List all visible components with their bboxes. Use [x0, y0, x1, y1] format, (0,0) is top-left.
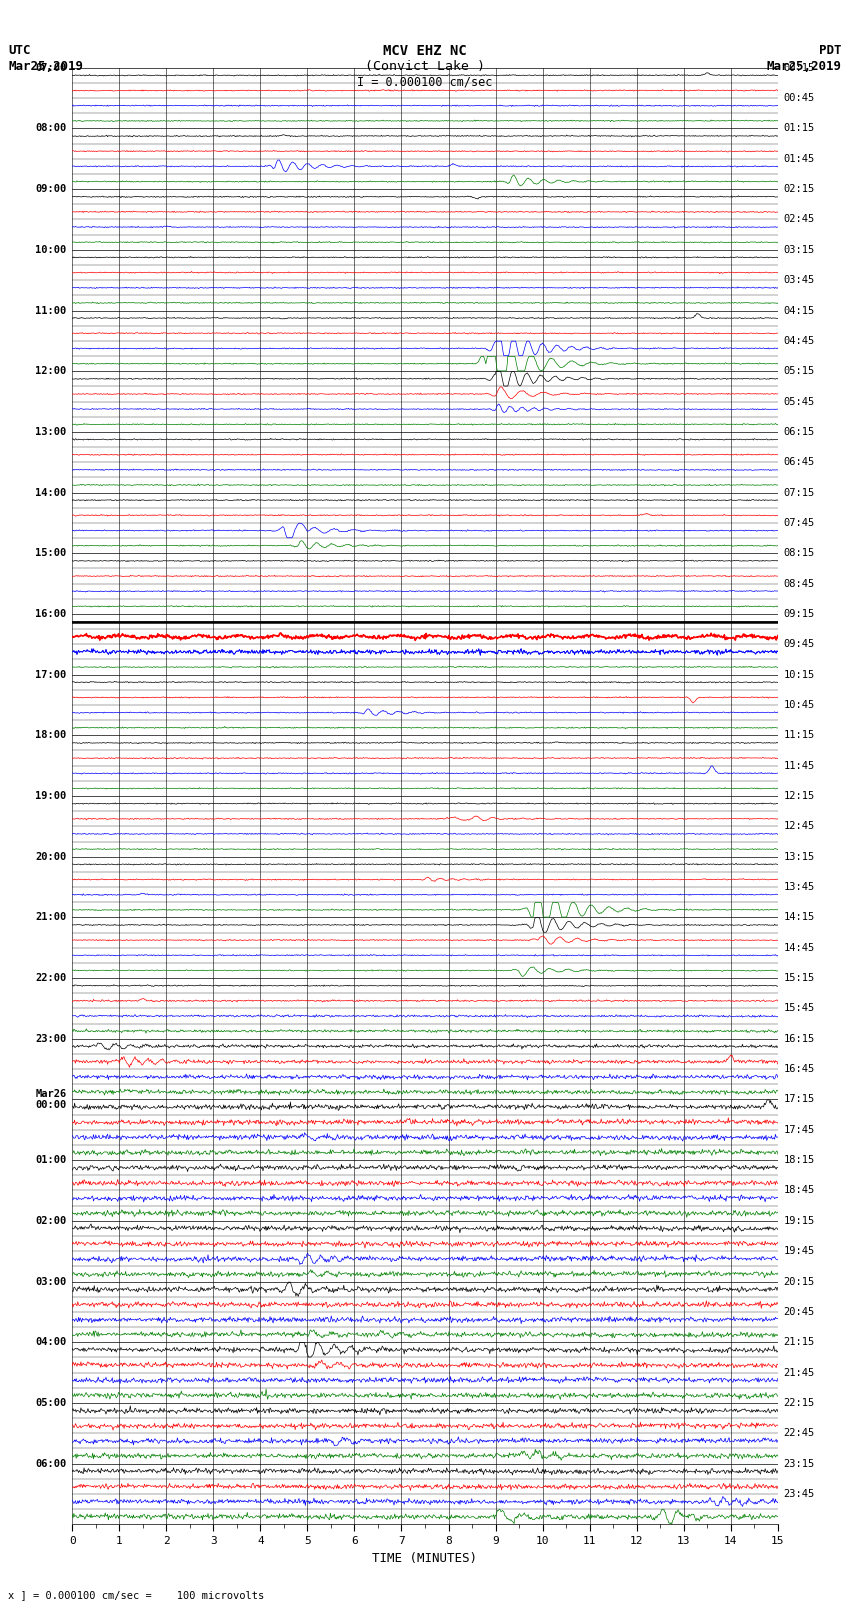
Text: 12:00: 12:00: [36, 366, 66, 376]
Text: 13:45: 13:45: [784, 882, 814, 892]
Text: 22:15: 22:15: [784, 1398, 814, 1408]
Text: 04:00: 04:00: [36, 1337, 66, 1347]
Text: 05:00: 05:00: [36, 1398, 66, 1408]
Text: 12:45: 12:45: [784, 821, 814, 831]
Text: 19:00: 19:00: [36, 790, 66, 802]
Text: Mar25,2019: Mar25,2019: [767, 60, 842, 73]
Text: I = 0.000100 cm/sec: I = 0.000100 cm/sec: [357, 76, 493, 89]
Text: 16:00: 16:00: [36, 610, 66, 619]
Text: UTC: UTC: [8, 44, 31, 56]
Text: Mar26
00:00: Mar26 00:00: [36, 1089, 66, 1110]
Text: x ] = 0.000100 cm/sec =    100 microvolts: x ] = 0.000100 cm/sec = 100 microvolts: [8, 1590, 264, 1600]
Text: 18:15: 18:15: [784, 1155, 814, 1165]
Text: 15:15: 15:15: [784, 973, 814, 982]
Text: 22:45: 22:45: [784, 1428, 814, 1439]
Text: 05:45: 05:45: [784, 397, 814, 406]
Text: 21:15: 21:15: [784, 1337, 814, 1347]
Text: 21:45: 21:45: [784, 1368, 814, 1378]
Text: 08:00: 08:00: [36, 124, 66, 134]
Text: 15:45: 15:45: [784, 1003, 814, 1013]
Text: 17:45: 17:45: [784, 1124, 814, 1136]
Text: 08:45: 08:45: [784, 579, 814, 589]
Text: 23:45: 23:45: [784, 1489, 814, 1498]
Text: 03:15: 03:15: [784, 245, 814, 255]
Text: 04:15: 04:15: [784, 305, 814, 316]
X-axis label: TIME (MINUTES): TIME (MINUTES): [372, 1552, 478, 1565]
Text: 00:45: 00:45: [784, 94, 814, 103]
Text: PDT: PDT: [819, 44, 842, 56]
Text: 06:45: 06:45: [784, 456, 814, 468]
Text: 10:00: 10:00: [36, 245, 66, 255]
Text: 16:45: 16:45: [784, 1065, 814, 1074]
Text: 04:45: 04:45: [784, 336, 814, 345]
Text: 11:45: 11:45: [784, 761, 814, 771]
Text: 01:45: 01:45: [784, 153, 814, 165]
Text: 13:00: 13:00: [36, 427, 66, 437]
Text: 02:15: 02:15: [784, 184, 814, 194]
Text: 02:00: 02:00: [36, 1216, 66, 1226]
Text: 20:15: 20:15: [784, 1276, 814, 1287]
Text: 20:00: 20:00: [36, 852, 66, 861]
Text: 17:00: 17:00: [36, 669, 66, 679]
Text: 06:00: 06:00: [36, 1458, 66, 1468]
Text: 18:45: 18:45: [784, 1186, 814, 1195]
Text: 18:00: 18:00: [36, 731, 66, 740]
Text: 09:15: 09:15: [784, 610, 814, 619]
Text: 09:45: 09:45: [784, 639, 814, 650]
Text: 14:45: 14:45: [784, 942, 814, 953]
Text: 22:00: 22:00: [36, 973, 66, 982]
Text: 09:00: 09:00: [36, 184, 66, 194]
Text: 19:45: 19:45: [784, 1247, 814, 1257]
Text: 20:45: 20:45: [784, 1307, 814, 1316]
Text: 07:00: 07:00: [36, 63, 66, 73]
Text: 01:15: 01:15: [784, 124, 814, 134]
Text: 01:00: 01:00: [36, 1155, 66, 1165]
Text: 07:45: 07:45: [784, 518, 814, 527]
Text: 11:00: 11:00: [36, 305, 66, 316]
Text: 02:45: 02:45: [784, 215, 814, 224]
Text: 06:15: 06:15: [784, 427, 814, 437]
Text: 03:45: 03:45: [784, 276, 814, 286]
Text: 17:15: 17:15: [784, 1095, 814, 1105]
Text: 10:45: 10:45: [784, 700, 814, 710]
Text: 23:00: 23:00: [36, 1034, 66, 1044]
Text: 00:15: 00:15: [784, 63, 814, 73]
Text: (Convict Lake ): (Convict Lake ): [365, 60, 485, 73]
Text: 12:15: 12:15: [784, 790, 814, 802]
Text: 11:15: 11:15: [784, 731, 814, 740]
Text: 23:15: 23:15: [784, 1458, 814, 1468]
Text: 07:15: 07:15: [784, 487, 814, 497]
Text: 03:00: 03:00: [36, 1276, 66, 1287]
Text: 16:15: 16:15: [784, 1034, 814, 1044]
Text: 05:15: 05:15: [784, 366, 814, 376]
Text: 14:15: 14:15: [784, 913, 814, 923]
Text: 10:15: 10:15: [784, 669, 814, 679]
Text: 13:15: 13:15: [784, 852, 814, 861]
Text: 15:00: 15:00: [36, 548, 66, 558]
Text: 19:15: 19:15: [784, 1216, 814, 1226]
Text: 21:00: 21:00: [36, 913, 66, 923]
Text: 08:15: 08:15: [784, 548, 814, 558]
Text: Mar25,2019: Mar25,2019: [8, 60, 83, 73]
Text: 14:00: 14:00: [36, 487, 66, 497]
Text: MCV EHZ NC: MCV EHZ NC: [383, 44, 467, 58]
